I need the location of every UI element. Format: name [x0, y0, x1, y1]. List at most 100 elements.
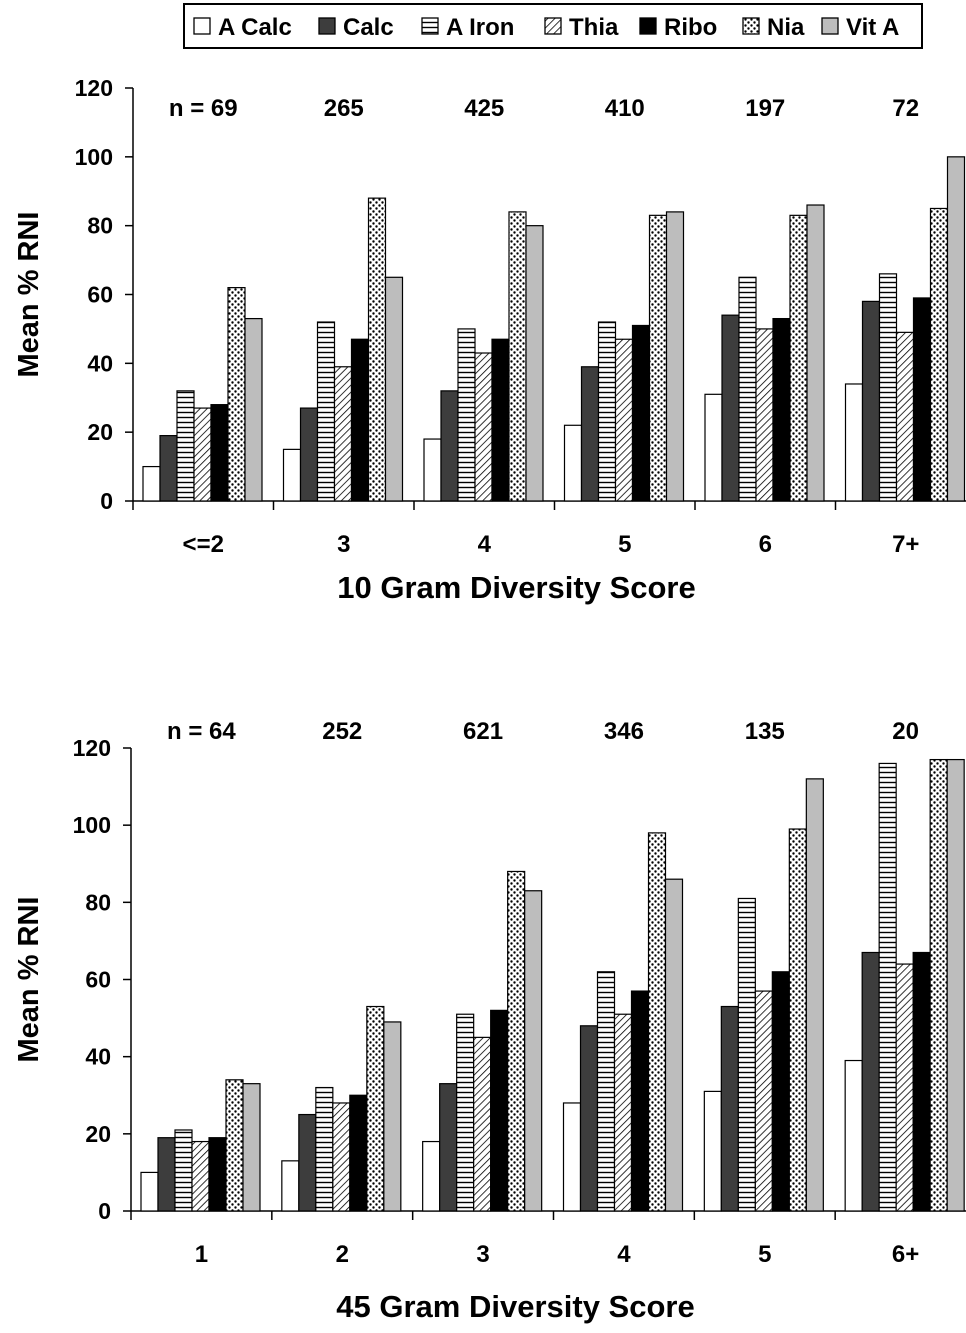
- bar: [473, 1036, 492, 1212]
- x-tick-label: 2: [336, 1241, 349, 1268]
- y-tick-label: 40: [85, 1044, 111, 1070]
- y-tick-label: 40: [87, 350, 113, 376]
- x-tick-label: 4: [617, 1241, 631, 1268]
- bar: [614, 338, 634, 502]
- bar: [140, 1171, 159, 1212]
- bar: [929, 758, 948, 1212]
- bar: [507, 870, 526, 1212]
- n-label: 197: [745, 95, 785, 122]
- bar: [755, 328, 774, 502]
- bar: [738, 276, 757, 502]
- bar: [844, 1059, 863, 1212]
- bar: [210, 404, 229, 502]
- bar: [350, 338, 370, 502]
- bar: [912, 297, 932, 502]
- bar: [176, 390, 195, 502]
- bar: [563, 424, 583, 502]
- bar: [704, 393, 723, 502]
- y-tick-label: 60: [87, 282, 113, 308]
- bar: [878, 762, 897, 1212]
- bar: [754, 990, 773, 1212]
- bar: [580, 366, 600, 502]
- bar: [771, 971, 790, 1212]
- x-tick-label: 6: [759, 531, 772, 558]
- bar: [929, 207, 949, 502]
- bar: [157, 1137, 176, 1212]
- bar: [703, 1090, 722, 1212]
- y-tick-label: 60: [85, 967, 111, 993]
- x-axis-title: 45 Gram Diversity Score: [336, 1289, 694, 1324]
- x-tick-label: 7+: [892, 531, 919, 558]
- bar: [737, 897, 756, 1212]
- bar: [805, 778, 824, 1212]
- bar: [474, 352, 493, 502]
- bar: [806, 204, 825, 502]
- x-tick-label: 1: [195, 1241, 208, 1268]
- y-tick-label: 0: [100, 488, 113, 514]
- bar: [316, 321, 336, 502]
- legend: A Calc Calc A Iron Thia Ribo Nia Vit A: [183, 3, 923, 49]
- bar: [193, 407, 212, 502]
- bar: [597, 321, 617, 502]
- bar: [423, 438, 442, 502]
- bar: [242, 1083, 261, 1212]
- legend-label: Calc: [343, 14, 394, 41]
- bar: [630, 990, 650, 1212]
- n-label: 252: [322, 718, 362, 745]
- y-tick-label: 20: [87, 419, 113, 445]
- x-tick-label: 5: [618, 531, 631, 558]
- chart-panel: 0 20 40 60 80 100 120 <=2 n = 69 3 265 4 425 5 410 6 197…: [13, 75, 966, 605]
- bar: [298, 1113, 317, 1212]
- x-tick-label: 3: [337, 531, 350, 558]
- bar: [861, 951, 880, 1212]
- legend-label: Ribo: [664, 14, 717, 41]
- bar: [457, 328, 476, 502]
- bar: [490, 1009, 509, 1212]
- bar: [227, 287, 246, 502]
- bar: [508, 211, 527, 502]
- bar: [664, 878, 684, 1212]
- legend-swatch: [821, 17, 839, 35]
- bar: [647, 832, 667, 1212]
- bar: [142, 465, 161, 502]
- n-label: n = 69: [169, 95, 238, 122]
- y-axis-title: Mean % RNI: [13, 897, 45, 1063]
- n-label: 72: [892, 95, 919, 122]
- n-label: 425: [464, 95, 504, 122]
- bar: [299, 407, 319, 502]
- bar: [191, 1140, 210, 1212]
- legend-label: Nia: [767, 14, 805, 41]
- bar: [367, 197, 387, 502]
- bar: [244, 317, 263, 502]
- x-axis-title: 10 Gram Diversity Score: [337, 570, 695, 605]
- n-label: 621: [463, 718, 503, 745]
- bar: [562, 1102, 582, 1212]
- bar: [772, 317, 791, 502]
- bar: [720, 1005, 739, 1212]
- bar: [332, 1102, 351, 1212]
- bar: [384, 276, 404, 502]
- bar: [456, 1013, 475, 1212]
- bar: [665, 211, 685, 502]
- bar: [789, 214, 808, 502]
- y-tick-label: 120: [75, 75, 113, 101]
- legend-swatch: [421, 17, 439, 35]
- bar: [383, 1021, 402, 1212]
- bar: [208, 1137, 227, 1212]
- legend-swatch: [639, 17, 657, 35]
- bar: [524, 890, 543, 1212]
- n-label: 20: [892, 718, 919, 745]
- chart-panel: 0 20 40 60 80 100 120 1 n = 64 2 252 3 621 4 346 5 135 6+…: [13, 718, 966, 1324]
- y-tick-label: 0: [98, 1198, 111, 1224]
- y-tick-label: 100: [75, 144, 113, 170]
- bar: [788, 828, 807, 1212]
- bar: [596, 971, 616, 1212]
- bar: [174, 1129, 193, 1212]
- bar: [491, 338, 510, 502]
- bar: [440, 390, 459, 502]
- y-tick-label: 80: [85, 889, 111, 915]
- bar: [525, 225, 544, 502]
- legend-swatch: [742, 17, 760, 35]
- bar: [946, 156, 966, 502]
